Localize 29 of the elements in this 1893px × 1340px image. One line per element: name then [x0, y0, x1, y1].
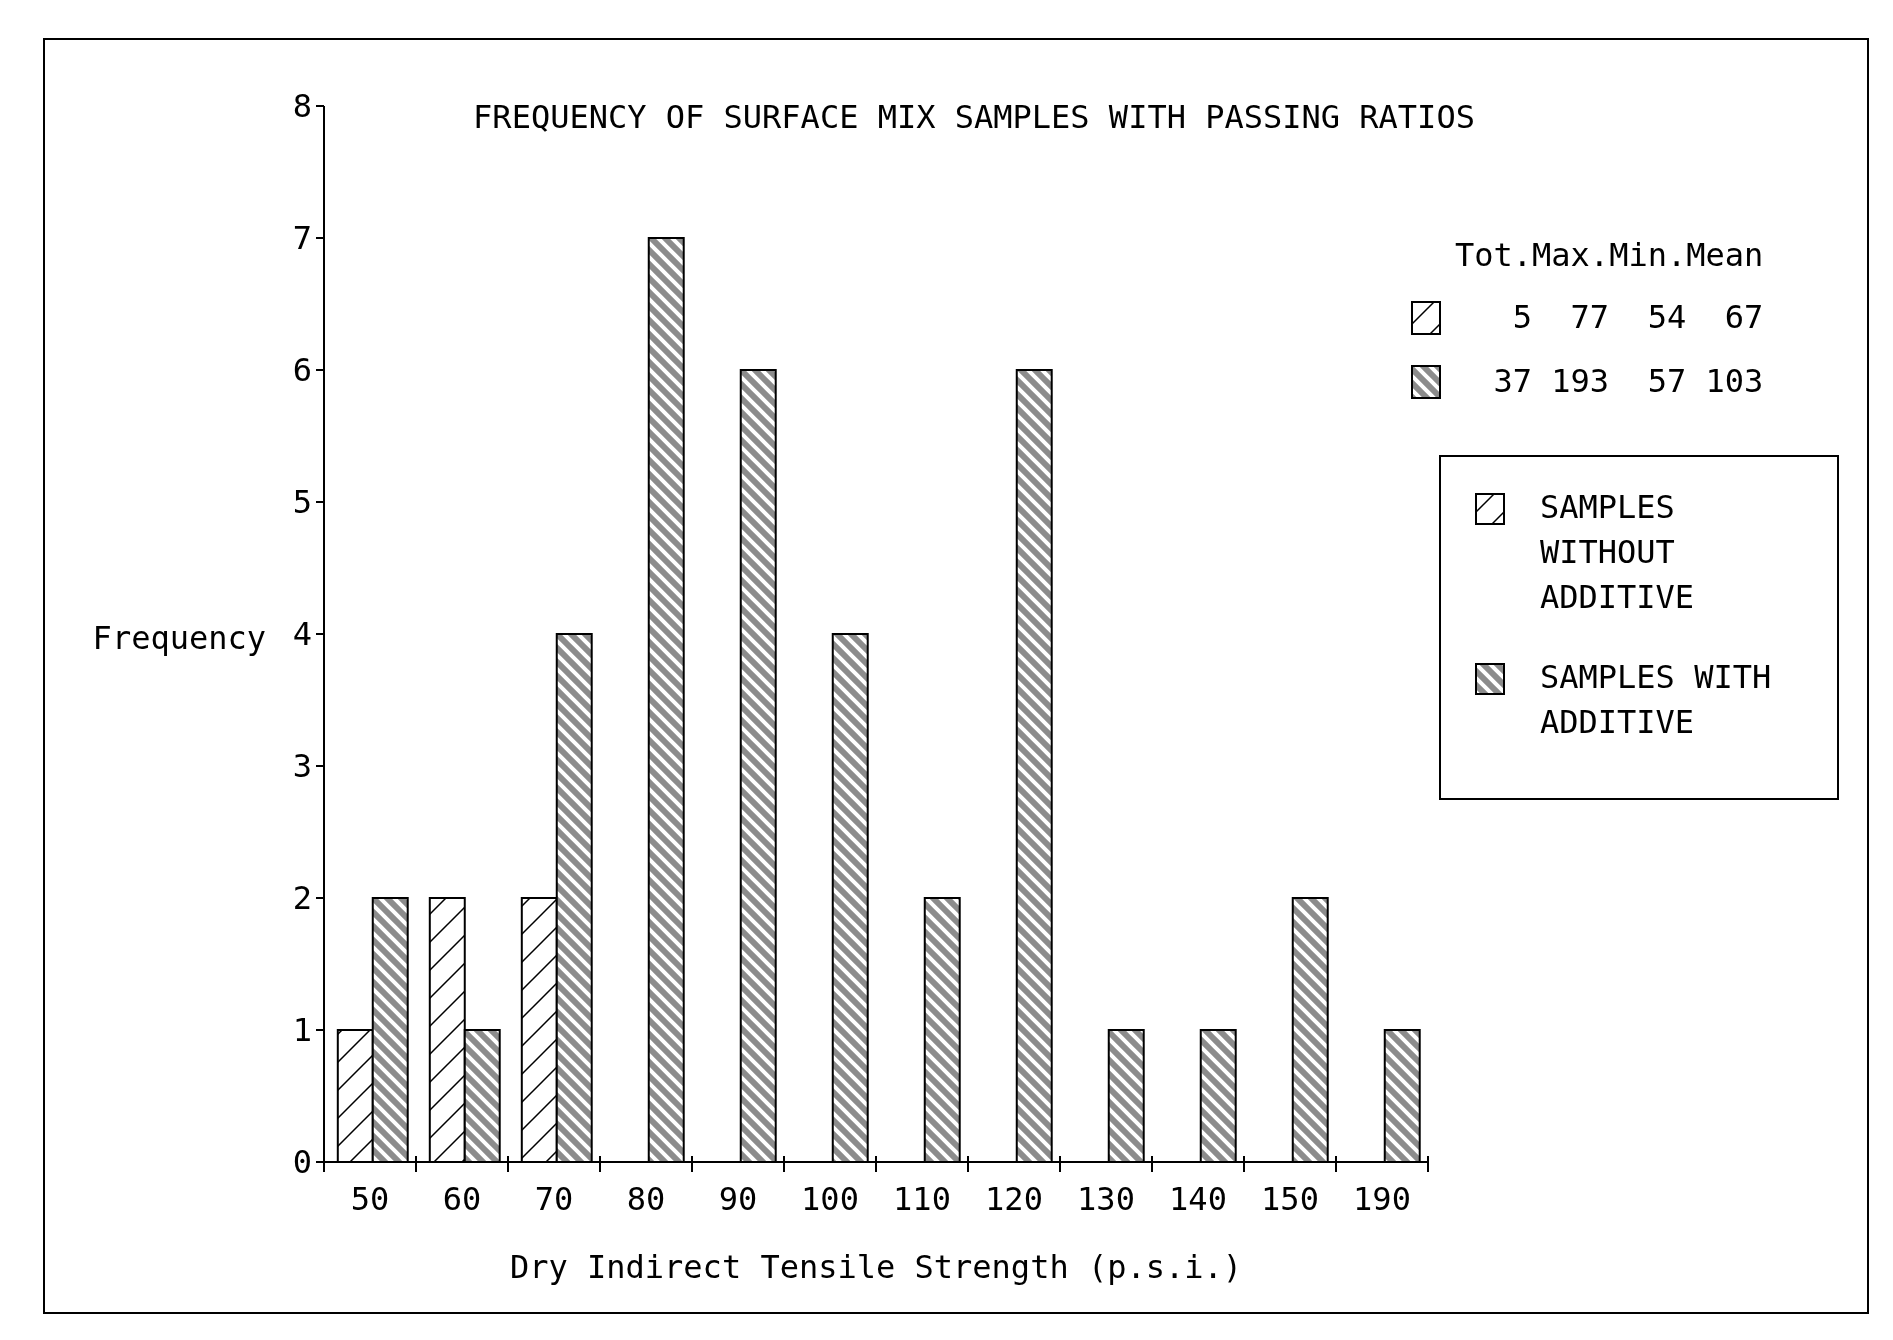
text: 5 77 54 67: [1455, 298, 1764, 336]
x-tick-label: 130: [1077, 1180, 1135, 1218]
y-tick-label: 7: [292, 219, 312, 258]
chart-title: FREQUENCY OF SURFACE MIX SAMPLES WITH PASSING RATIOS: [473, 98, 1475, 136]
y-tick-label: 2: [292, 879, 312, 918]
legend-label: SAMPLES WITHOUT ADDITIVE: [1540, 488, 1695, 616]
x-tick-label: 60: [442, 1180, 482, 1218]
text: Tot.Max.Min.Mean: [1455, 236, 1764, 274]
text: 37 193 57 103: [1455, 362, 1764, 400]
x-tick-label: 140: [1169, 1180, 1227, 1218]
x-tick-label: 190: [1353, 1180, 1411, 1218]
y-tick-label: 3: [292, 747, 312, 786]
y-tick-label: 5: [292, 483, 312, 522]
legend-label: SAMPLES WITH ADDITIVE: [1540, 658, 1772, 741]
y-tick-label: 4: [292, 615, 312, 654]
x-tick-label: 50: [350, 1180, 390, 1218]
x-tick-label: 80: [626, 1180, 666, 1218]
x-tick-label: 70: [534, 1180, 574, 1218]
y-tick-label: 0: [292, 1143, 312, 1182]
y-tick-label: 1: [292, 1011, 312, 1050]
y-axis-title: Frequency: [92, 619, 266, 657]
x-tick-label: 100: [801, 1180, 859, 1218]
x-axis-title: Dry Indirect Tensile Strength (p.s.i.): [509, 1248, 1243, 1286]
x-tick-label: 120: [985, 1180, 1043, 1218]
y-tick-label: 6: [292, 351, 312, 390]
x-tick-label: 90: [718, 1180, 758, 1218]
x-tick-label: 150: [1261, 1180, 1319, 1218]
x-tick-label: 110: [893, 1180, 951, 1218]
y-tick-label: 8: [292, 87, 312, 126]
